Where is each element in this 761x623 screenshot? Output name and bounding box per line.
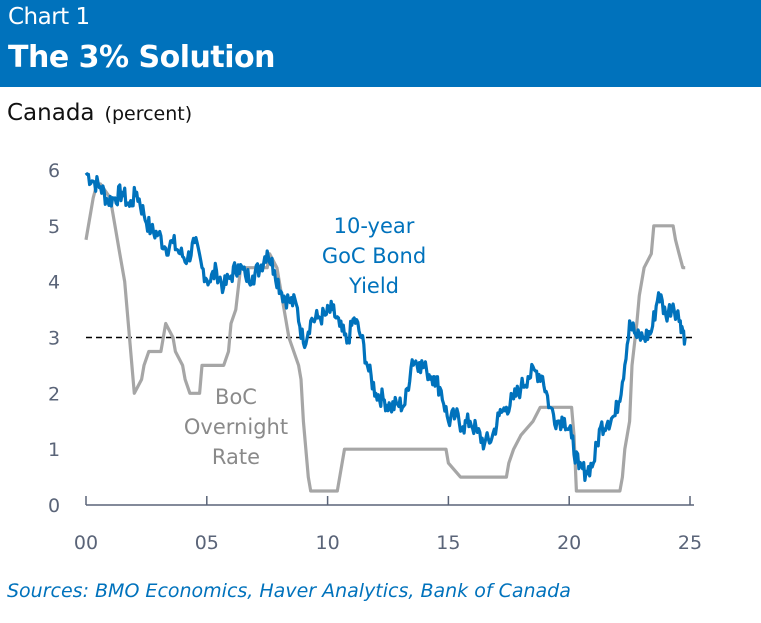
y-tick-label: 0 <box>48 495 60 517</box>
series-label-line: Overnight <box>184 415 288 439</box>
chart-subtitle: Canada (percent) <box>7 100 192 126</box>
x-tick-label: 20 <box>557 532 581 554</box>
x-tick-label: 10 <box>316 532 340 554</box>
y-tick-label: 4 <box>48 272 60 294</box>
region-label: Canada <box>7 100 95 126</box>
series-label-line: Yield <box>348 274 399 298</box>
chart-header: Chart 1 The 3% Solution <box>0 0 761 87</box>
y-tick-label: 5 <box>48 216 60 238</box>
series-label-line: Rate <box>212 445 260 469</box>
y-tick-label: 1 <box>48 439 60 461</box>
source-note: Sources: BMO Economics, Haver Analytics,… <box>7 580 571 602</box>
units-label: (percent) <box>104 103 193 125</box>
y-tick-label: 6 <box>48 160 60 182</box>
chart-number: Chart 1 <box>8 4 90 30</box>
series-label-bond-yield: 10-year GoC Bond Yield <box>322 214 426 298</box>
series-line-bond-yield <box>84 171 687 482</box>
series-label-line: GoC Bond <box>322 244 426 268</box>
chart-title: The 3% Solution <box>8 40 275 75</box>
x-tick-label: 00 <box>74 532 98 554</box>
y-tick-label: 3 <box>48 328 60 350</box>
series-label-line: 10-year <box>334 214 415 238</box>
series-line-overnight-rate <box>84 182 686 493</box>
x-tick-label: 25 <box>678 532 702 554</box>
y-axis: 0 1 2 3 4 5 6 <box>48 160 60 517</box>
x-axis: 00 05 10 15 20 25 <box>74 496 702 554</box>
x-tick-label: 05 <box>195 532 219 554</box>
x-tick-label: 15 <box>436 532 460 554</box>
y-tick-label: 2 <box>48 383 60 405</box>
series-label-overnight-rate: BoC Overnight Rate <box>184 385 288 469</box>
series-label-line: BoC <box>215 385 257 409</box>
